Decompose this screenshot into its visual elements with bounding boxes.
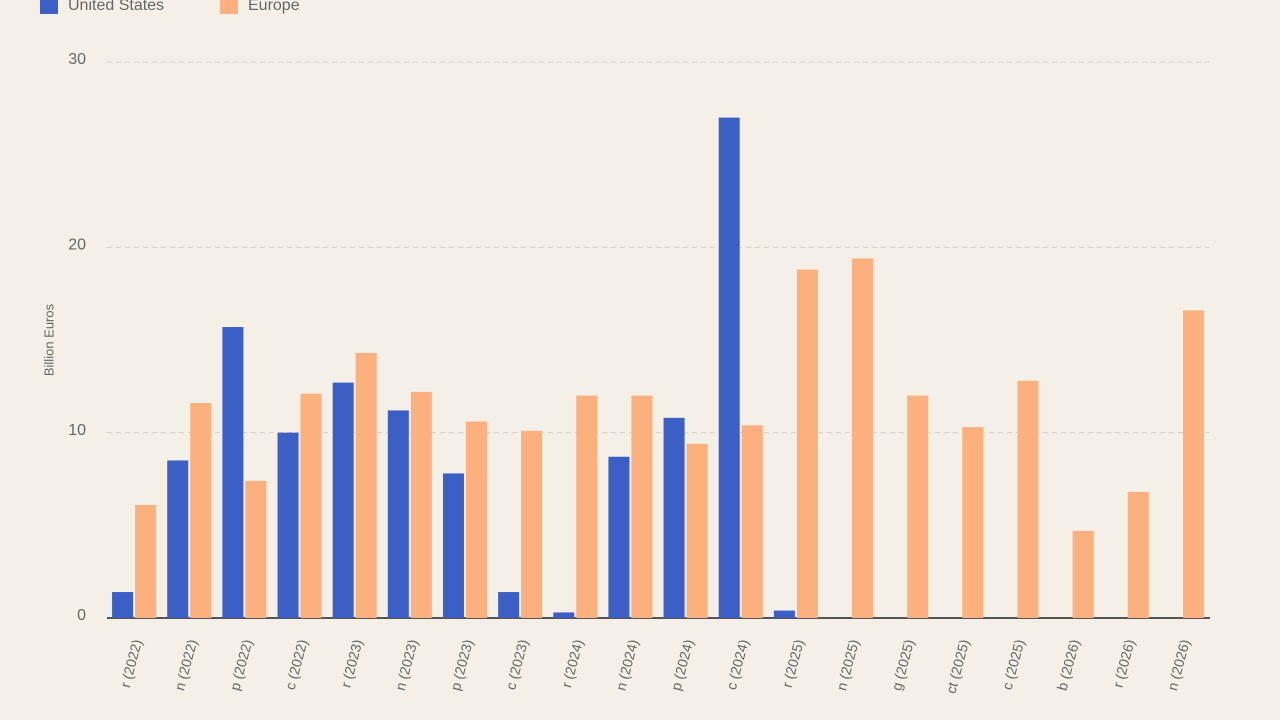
- bar: [686, 443, 708, 618]
- bar: [631, 395, 653, 618]
- legend-label: United States: [68, 0, 164, 14]
- bar: [1127, 491, 1149, 618]
- bar: [962, 427, 984, 618]
- bar: [907, 395, 929, 618]
- bar: [1072, 530, 1094, 618]
- bar: [852, 258, 874, 618]
- bar: [190, 403, 212, 618]
- bar: [663, 417, 685, 618]
- bar: [498, 592, 520, 618]
- y-tick-label: 30: [68, 51, 86, 68]
- bar: [300, 393, 322, 618]
- y-tick-label: 20: [68, 237, 86, 254]
- bar: [1182, 310, 1204, 618]
- bar: [245, 480, 267, 618]
- bar: [167, 460, 189, 618]
- bar: [135, 504, 157, 618]
- bar: [718, 117, 740, 618]
- bar: [442, 473, 464, 618]
- bar: [553, 612, 575, 618]
- bar: [521, 430, 543, 618]
- bar: [410, 391, 432, 618]
- bar: [741, 425, 763, 618]
- bar: [465, 421, 487, 618]
- bar: [576, 395, 598, 618]
- bar: [608, 456, 630, 618]
- bar: [796, 269, 818, 618]
- bar: [222, 327, 244, 618]
- bar: [277, 432, 299, 618]
- y-tick-label: 10: [68, 422, 86, 439]
- bar: [1017, 380, 1039, 618]
- bar: [112, 592, 134, 618]
- y-tick-label: 0: [77, 607, 86, 624]
- bar: [355, 352, 377, 618]
- legend-label: Europe: [248, 0, 300, 14]
- bar: [387, 410, 409, 618]
- legend-swatch: [220, 0, 238, 14]
- legend-swatch: [40, 0, 58, 14]
- bar: [773, 610, 795, 618]
- y-axis-title: Billion Euros: [41, 303, 56, 376]
- bar: [332, 382, 354, 618]
